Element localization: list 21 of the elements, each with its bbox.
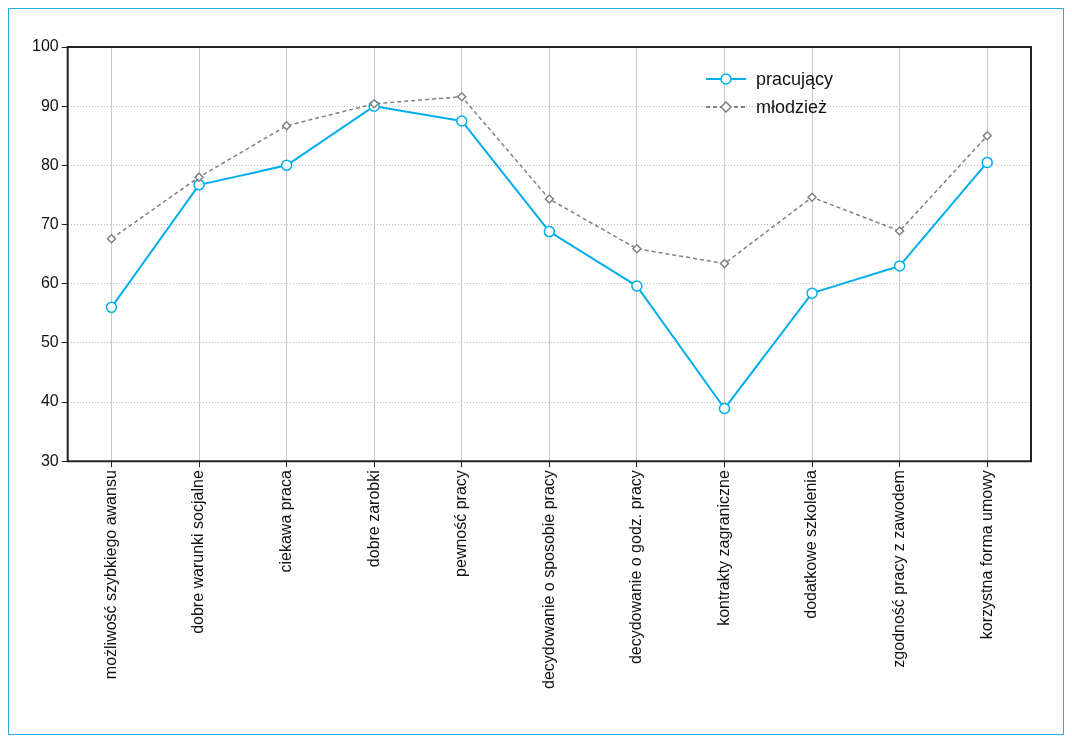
x-tick-label: możliwość szybkiego awansu: [101, 470, 119, 680]
y-tick-label: 90: [40, 96, 59, 114]
x-tick-label: dodatkowe szkolenia: [802, 470, 820, 619]
x-tick-label: kontrakty zagraniczne: [714, 470, 732, 626]
x-tick-label: dobre warunki socjalne: [189, 470, 207, 634]
y-tick-label: 40: [40, 392, 59, 410]
x-tick-label: korzystna forma umowy: [977, 470, 995, 640]
y-tick-label: 60: [40, 274, 59, 292]
x-tick-label: decydowanie o godz. pracy: [627, 470, 645, 665]
y-tick-label: 50: [40, 333, 59, 351]
y-tick-label: 80: [40, 155, 59, 173]
x-tick-label: decydowanie o sposobie pracy: [539, 470, 557, 690]
x-tick-label: dobre zarobki: [364, 470, 382, 568]
x-tick-label: zgodność pracy z zawodem: [890, 470, 908, 668]
legend-label: młodzież: [755, 96, 827, 119]
legend-label: pracujący: [755, 68, 833, 91]
x-tick-label: pewność pracy: [452, 470, 470, 577]
x-tick-label: ciekawa praca: [277, 470, 295, 573]
y-tick-label: 100: [31, 37, 59, 55]
y-tick-label: 30: [40, 451, 59, 469]
y-tick-label: 70: [40, 214, 59, 232]
